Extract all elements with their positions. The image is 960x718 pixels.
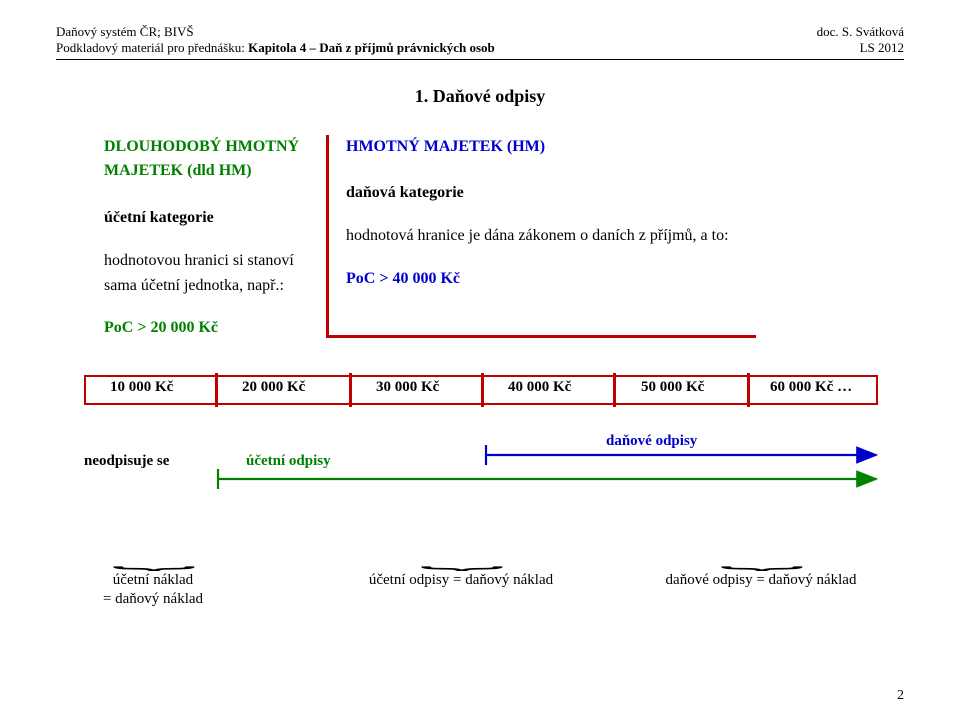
- header-right-line2: LS 2012: [817, 40, 904, 56]
- odpisy-block: daňové odpisy neodpisuje se účetní odpis…: [56, 433, 904, 519]
- scale-tick-2: [349, 373, 352, 407]
- header-left-line2-bold: Kapitola 4 – Daň z příjmů právnických os…: [248, 40, 495, 55]
- poc-right: PoC > 40 000 Kč: [346, 267, 766, 292]
- header-right: doc. S. Svátková LS 2012: [817, 24, 904, 57]
- scale-label-2: 20 000 Kč: [242, 379, 305, 396]
- diagram: DLOUHODOBÝ HMOTNÝ MAJETEK (dld HM) účetn…: [56, 135, 904, 365]
- scale-label-5: 50 000 Kč: [641, 379, 704, 396]
- scale-label-1: 10 000 Kč: [110, 379, 173, 396]
- header-left-line2-plain: Podkladový materiál pro přednášku:: [56, 40, 248, 55]
- hm-heading: HMOTNÝ MAJETEK (HM): [346, 135, 766, 160]
- header-left-line1: Daňový systém ČR; BIVŠ: [56, 24, 495, 40]
- scale-tick-1: [215, 373, 218, 407]
- scale-label-4: 40 000 Kč: [508, 379, 571, 396]
- diagram-right-column: HMOTNÝ MAJETEK (HM) daňová kategorie hod…: [346, 135, 766, 292]
- right-category: daňová kategorie: [346, 181, 766, 206]
- brace-1-line2: = daňový náklad: [103, 591, 203, 607]
- page-header: Daňový systém ČR; BIVŠ Podkladový materi…: [56, 24, 904, 57]
- page-title: 1. Daňové odpisy: [56, 86, 904, 107]
- left-description: hodnotovou hranici si stanoví sama účetn…: [104, 249, 314, 299]
- dldhm-heading: DLOUHODOBÝ HMOTNÝ MAJETEK (dld HM): [104, 135, 314, 185]
- left-category: účetní kategorie: [104, 206, 314, 231]
- brace-1-icon: ⏟: [112, 549, 196, 569]
- right-description: hodnotová hranice je dána zákonem o daní…: [346, 224, 766, 249]
- diagram-horizontal-line: [326, 335, 756, 338]
- brace-1-line1: účetní náklad: [113, 572, 193, 588]
- scale-label-6: 60 000 Kč …: [770, 379, 852, 396]
- page: Daňový systém ČR; BIVŠ Podkladový materi…: [0, 0, 960, 718]
- scale-tick-3: [481, 373, 484, 407]
- header-left: Daňový systém ČR; BIVŠ Podkladový materi…: [56, 24, 495, 57]
- scale-label-3: 30 000 Kč: [376, 379, 439, 396]
- diagram-vertical-line: [326, 135, 329, 335]
- brace-2-icon: ⏟: [420, 549, 504, 569]
- header-right-line1: doc. S. Svátková: [817, 24, 904, 40]
- brace-3-label: daňové odpisy = daňový náklad: [616, 571, 906, 591]
- header-rule: [56, 59, 904, 60]
- brace-3-icon: ⏟: [720, 549, 804, 569]
- diagram-left-column: DLOUHODOBÝ HMOTNÝ MAJETEK (dld HM) účetn…: [104, 135, 314, 342]
- poc-left: PoC > 20 000 Kč: [104, 316, 314, 341]
- brackets-row: ⏟ ⏟ ⏟ účetní náklad = daňový náklad účet…: [56, 549, 904, 619]
- page-number: 2: [897, 688, 904, 704]
- scale-tick-4: [613, 373, 616, 407]
- scale-tick-5: [747, 373, 750, 407]
- scale: 10 000 Kč 20 000 Kč 30 000 Kč 40 000 Kč …: [56, 375, 904, 413]
- brace-2-label: účetní odpisy = daňový náklad: [306, 571, 616, 591]
- header-left-line2: Podkladový materiál pro přednášku: Kapit…: [56, 40, 495, 56]
- odpisy-arrows: [56, 433, 904, 503]
- brace-1-label: účetní náklad = daňový náklad: [88, 571, 218, 610]
